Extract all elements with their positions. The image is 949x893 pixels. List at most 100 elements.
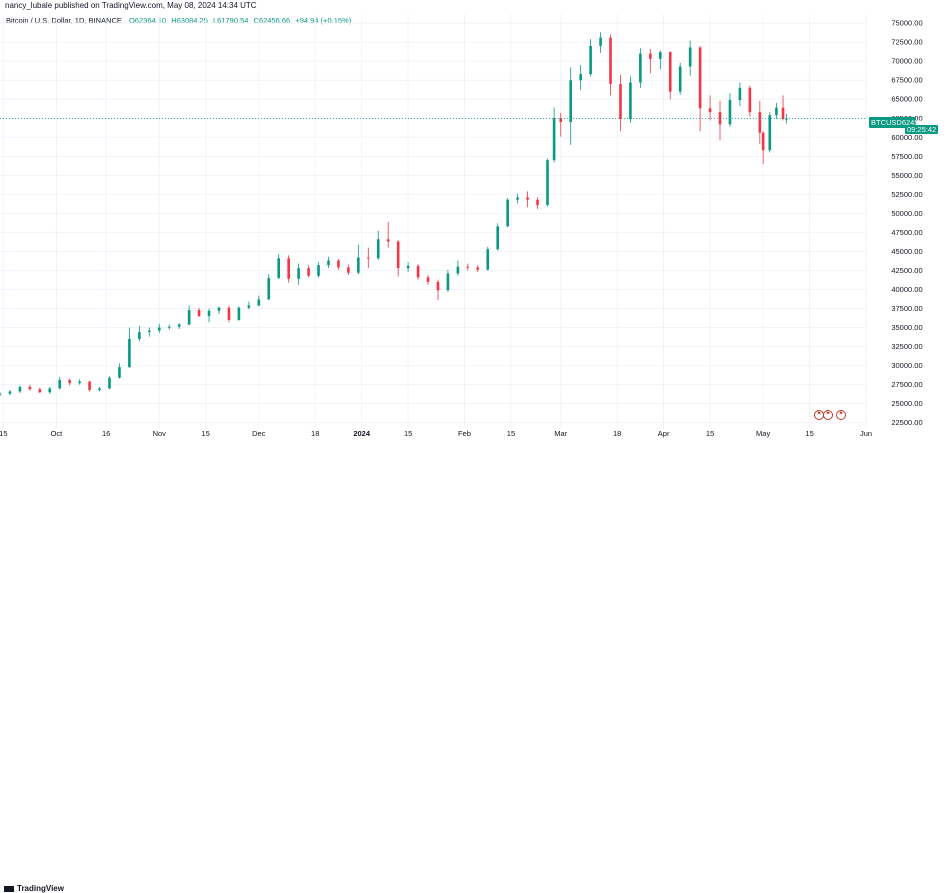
candle xyxy=(658,50,662,70)
candle xyxy=(68,378,71,386)
candle-body xyxy=(589,45,592,75)
candle-body xyxy=(357,257,360,273)
candle xyxy=(506,198,509,228)
candle xyxy=(536,197,539,209)
x-tick-label: May xyxy=(756,429,770,438)
candle-body xyxy=(688,47,692,67)
candle-body xyxy=(639,53,642,83)
candle xyxy=(629,76,632,123)
candle-body xyxy=(347,267,350,273)
candle-body xyxy=(207,310,211,317)
publisher-note: nancy_lubale published on TradingView.co… xyxy=(5,1,257,10)
y-tick-label: 37500.00 xyxy=(891,304,922,313)
x-tick-label: Feb xyxy=(458,429,471,438)
economic-event-icon[interactable]: ⚑ xyxy=(823,410,833,420)
candle xyxy=(297,263,300,285)
candle-body xyxy=(197,310,201,317)
footer: TradingView xyxy=(0,441,949,893)
x-tick-label: 16 xyxy=(102,429,110,438)
candle-body xyxy=(277,258,281,279)
candle xyxy=(8,389,12,396)
y-tick-label: 30000.00 xyxy=(891,361,922,370)
x-tick-label: Oct xyxy=(51,429,64,438)
candle xyxy=(748,85,752,117)
candle xyxy=(426,275,430,285)
candle xyxy=(639,48,642,88)
y-tick-label: 70000.00 xyxy=(891,57,922,66)
candle-body xyxy=(187,310,191,325)
candle-body xyxy=(546,160,549,206)
candle xyxy=(187,305,191,326)
x-tick-label: 18 xyxy=(311,429,319,438)
x-tick-label: 2024 xyxy=(353,429,371,438)
candle xyxy=(559,112,563,137)
price-chart[interactable]: 75000.00 72500.00 70000.00 67500.00 65000.00… xyxy=(0,0,949,452)
candle-body xyxy=(552,118,556,161)
candle-body xyxy=(297,268,300,279)
candle-body xyxy=(668,52,672,92)
candle-body xyxy=(536,199,539,206)
symbol-name: Bitcoin / U.S. Dollar, 1D, BINANCE xyxy=(6,16,122,25)
y-tick-label: 42500.00 xyxy=(891,266,922,275)
x-tick-label: Jun xyxy=(860,429,872,438)
candle-body xyxy=(287,258,290,279)
candle-body xyxy=(456,266,460,274)
candle-body xyxy=(506,199,509,227)
candle xyxy=(257,295,261,307)
y-tick-label: 22500.00 xyxy=(891,418,922,427)
publisher-strip: nancy_lubale published on TradingView.co… xyxy=(0,0,949,14)
candle xyxy=(761,131,765,164)
candle-body xyxy=(466,266,470,268)
y-axis: 75000.00 72500.00 70000.00 67500.00 65000.00… xyxy=(891,19,922,428)
candle xyxy=(718,100,722,141)
candle-body xyxy=(38,389,42,393)
candle xyxy=(138,326,141,342)
candle-body xyxy=(526,197,529,200)
candle-body xyxy=(337,260,340,268)
candle xyxy=(446,269,450,292)
candle-body xyxy=(48,388,52,393)
economic-event-icon[interactable]: ⚑ xyxy=(836,410,846,420)
candle xyxy=(781,95,785,121)
candle-body xyxy=(98,388,101,390)
y-tick-label: 52500.00 xyxy=(891,190,922,199)
y-tick-label: 32500.00 xyxy=(891,342,922,351)
candle xyxy=(337,259,340,270)
price-tag-ticker: BTCUSD xyxy=(871,118,902,127)
candle-body xyxy=(406,265,410,269)
candle-body xyxy=(579,74,582,81)
candle-body xyxy=(781,107,785,120)
candle-body xyxy=(761,132,765,151)
candle-body xyxy=(629,82,632,120)
price-tag-price: 62456.66 xyxy=(901,118,934,127)
candle-body xyxy=(446,273,450,291)
candle-body xyxy=(366,257,370,259)
y-tick-label: 60000.00 xyxy=(891,133,922,142)
candle xyxy=(436,279,440,301)
legend-change: +94.94 (+0.15%) xyxy=(295,16,352,25)
y-tick-label: 47500.00 xyxy=(891,228,922,237)
x-tick-label: 15 xyxy=(202,429,210,438)
y-tick-label: 65000.00 xyxy=(891,95,922,104)
y-tick-label: 27500.00 xyxy=(891,380,922,389)
candle xyxy=(247,301,251,310)
candle xyxy=(167,324,171,330)
chart-grid xyxy=(0,14,867,428)
candle-body xyxy=(267,278,271,300)
candle xyxy=(486,246,490,271)
candle-body xyxy=(785,118,788,120)
candle-body xyxy=(516,197,519,200)
candle xyxy=(207,308,211,323)
candle-body xyxy=(108,377,111,389)
candle xyxy=(88,380,91,392)
candle xyxy=(78,379,81,385)
candle-body xyxy=(698,47,702,109)
candle xyxy=(496,223,500,251)
candle-body xyxy=(768,115,772,151)
candle xyxy=(177,322,181,330)
candle-body xyxy=(386,239,390,242)
candle-body xyxy=(476,267,480,270)
candle xyxy=(307,265,310,278)
candle xyxy=(48,386,52,394)
candle xyxy=(698,45,702,132)
